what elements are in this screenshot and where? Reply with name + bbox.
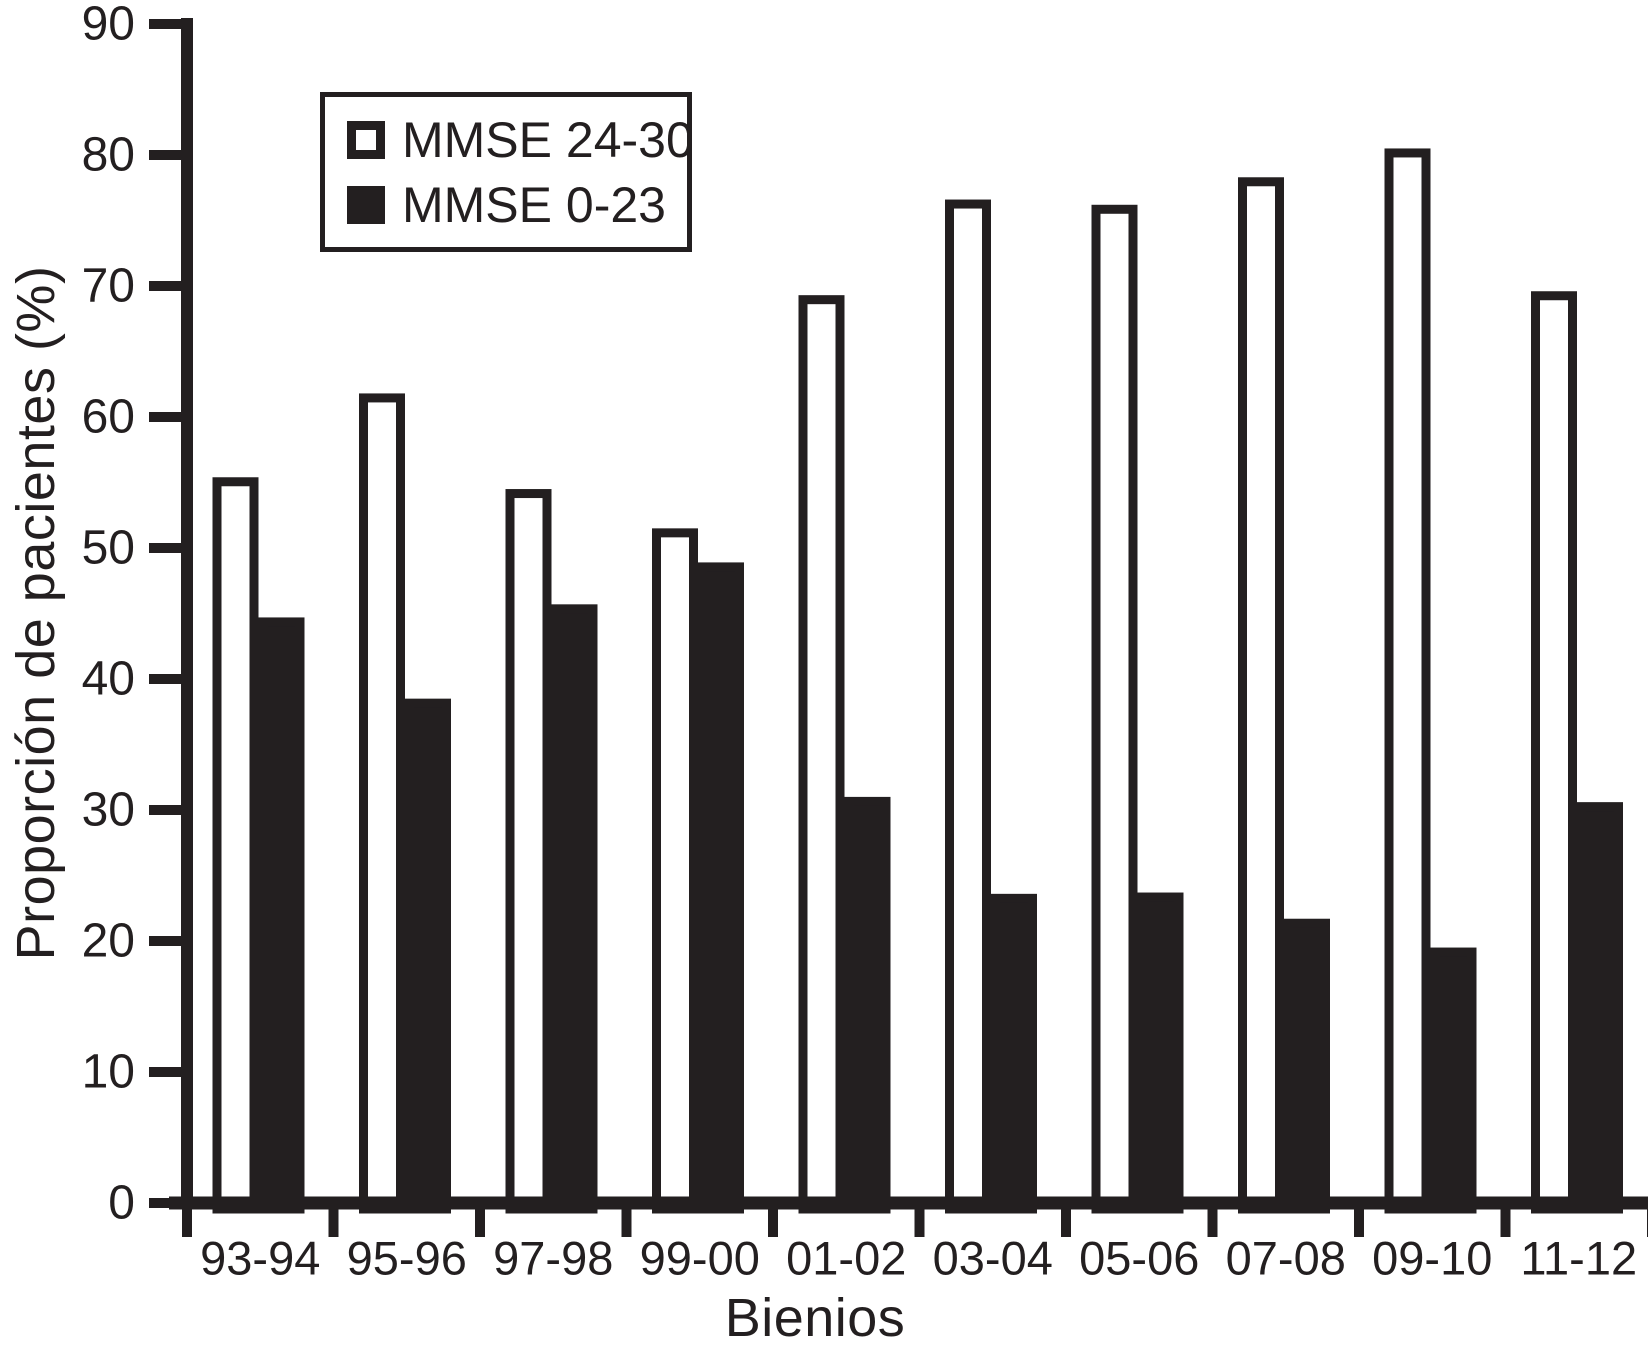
y-tick-label-40: 40	[82, 653, 135, 706]
x-category-label-03-04: 03-04	[933, 1232, 1053, 1285]
y-tick-label-60: 60	[82, 391, 135, 444]
y-tick-label-20: 20	[82, 915, 135, 968]
y-tick-label-80: 80	[82, 129, 135, 182]
x-axis-title-text: Bienios	[724, 1288, 906, 1348]
bar-mmse-24-30-99-00	[652, 528, 698, 1214]
x-category-label-05-06: 05-06	[1079, 1232, 1199, 1285]
bar-mmse-0-23-07-08	[1284, 918, 1330, 1214]
y-tick-label-50: 50	[82, 522, 135, 575]
bar-mmse-0-23-97-98	[551, 604, 598, 1214]
bar-mmse-24-30-11-12	[1531, 291, 1577, 1214]
bar-mmse-0-23-95-96	[405, 698, 451, 1214]
bar-mmse-24-30-05-06	[1091, 204, 1138, 1214]
bar-mmse-24-30-07-08	[1238, 177, 1284, 1214]
y-tick-label-30: 30	[82, 784, 135, 837]
bar-mmse-0-23-93-94	[258, 617, 305, 1214]
bar-mmse-0-23-99-00	[698, 562, 744, 1214]
bar-mmse-0-23-01-02	[844, 796, 891, 1214]
bar-mmse-0-23-05-06	[1137, 892, 1184, 1214]
legend-label-mmse-0-23: MMSE 0-23	[402, 176, 666, 233]
y-tick-label-0: 0	[108, 1177, 135, 1230]
bar-mmse-24-30-03-04	[945, 199, 991, 1214]
x-category-label-11-12: 11-12	[1520, 1232, 1637, 1285]
legend-label-mmse-24-30: MMSE 24-30	[402, 111, 694, 168]
x-category-label-93-94: 93-94	[200, 1232, 320, 1285]
y-tick-label-70: 70	[82, 260, 135, 313]
bar-mmse-0-23-09-10	[1430, 947, 1477, 1214]
bar-mmse-24-30-97-98	[505, 489, 552, 1214]
bar-mmse-24-30-95-96	[359, 393, 405, 1214]
x-category-label-99-00: 99-00	[640, 1232, 760, 1285]
y-axis-title-text: Proporción de pacientes (%)	[6, 265, 66, 961]
bar-mmse-0-23-03-04	[991, 893, 1037, 1214]
x-category-label-95-96: 95-96	[347, 1232, 467, 1285]
x-category-label-97-98: 97-98	[493, 1232, 613, 1285]
open-square-swatch	[347, 120, 385, 159]
bar-mmse-24-30-09-10	[1384, 148, 1431, 1214]
x-category-label-07-08: 07-08	[1226, 1232, 1346, 1285]
y-tick-label-10: 10	[82, 1046, 135, 1099]
legend: MMSE 24-30 MMSE 0-23	[320, 92, 694, 252]
legend-item-mmse-0-23: MMSE 0-23	[347, 176, 677, 234]
filled-square-swatch	[347, 185, 385, 224]
bar-mmse-0-23-11-12	[1577, 802, 1623, 1214]
y-tick-label-90: 90	[82, 0, 135, 51]
legend-item-mmse-24-30: MMSE 24-30	[347, 111, 694, 169]
bar-mmse-24-30-93-94	[212, 477, 259, 1214]
x-category-label-01-02: 01-02	[786, 1232, 906, 1285]
bar-mmse-24-30-01-02	[798, 295, 845, 1214]
x-category-label-09-10: 09-10	[1372, 1232, 1492, 1285]
